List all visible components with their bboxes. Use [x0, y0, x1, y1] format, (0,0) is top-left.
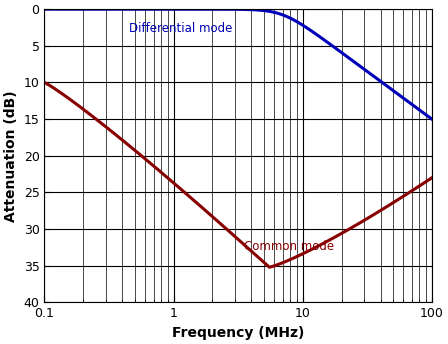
Y-axis label: Attenuation (dB): Attenuation (dB): [4, 90, 18, 222]
Text: Differential mode: Differential mode: [129, 22, 232, 35]
Text: Common mode: Common mode: [244, 240, 334, 253]
X-axis label: Frequency (MHz): Frequency (MHz): [172, 326, 304, 340]
